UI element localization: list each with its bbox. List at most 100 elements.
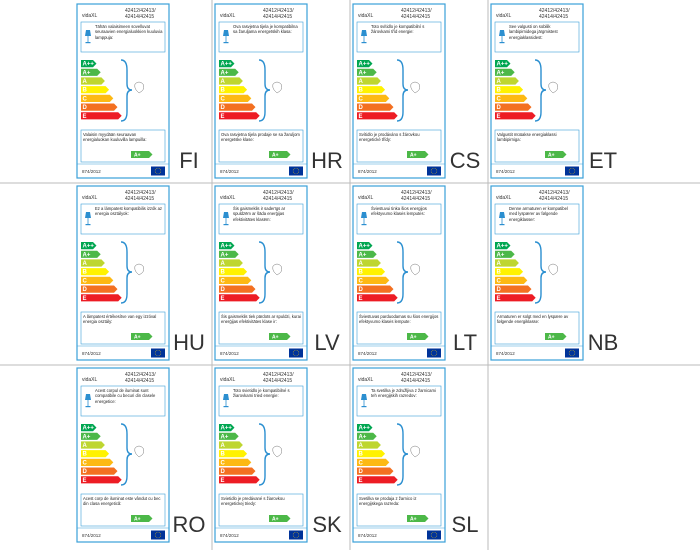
bottom-box [80,129,166,163]
eu-star [298,354,299,355]
class-letter: A++ [221,244,233,250]
eu-star [433,355,435,357]
eu-star [294,355,295,356]
class-arrow [357,60,373,68]
class-arrow [219,294,260,302]
class-letter: C [497,96,502,102]
top-text: Toto svietidlo je kompatibilné s žiarovk… [233,388,290,399]
class-letter: A++ [497,244,509,250]
eu-star [160,536,161,537]
class-arrow [495,259,519,267]
class-letter: D [359,469,364,475]
bottom-text: A lámpatest értékesítve van egy izzóval … [83,314,157,325]
eu-star [298,534,300,536]
eu-flag [427,166,441,176]
eu-star [570,168,571,169]
eu-star [433,349,435,351]
class-letter: A [83,79,88,85]
eu-star [573,350,574,351]
class-arrow [357,432,377,440]
bottom-text-box: Valaisin myydään seuraavan energialuokan… [83,132,147,142]
eu-star [157,355,159,357]
eu-star [432,168,433,169]
class-arrow [357,450,386,458]
top-text: Šviestuvui tinka šios energijos efektyvu… [371,206,427,217]
bottom-text: Ova rasvjetna tijela prodaje se sa žarul… [221,132,300,143]
class-letter: A++ [359,244,371,250]
language-code: HR [311,148,343,173]
eu-star [155,172,156,173]
class-letter: B [221,88,226,94]
eu-star [431,172,432,173]
eu-star [431,536,432,537]
class-letter: D [83,469,88,475]
class-arrow [81,268,110,276]
selected-arrow [407,151,429,158]
class-arrow [81,112,122,120]
class-arrow [219,259,243,267]
eu-star [156,537,157,538]
bottom-box [218,311,304,345]
class-arrow [219,77,243,85]
class-arrow [81,450,110,458]
class-arrow [495,276,528,284]
class-arrow [219,276,252,284]
top-box [80,385,166,417]
eu-star [432,537,433,538]
eu-star [570,173,571,174]
brace [534,241,547,304]
eu-star [573,168,574,169]
regulation: 874/2012 [358,533,377,538]
eu-star [433,173,435,175]
selected-arrow [407,333,429,340]
class-letter: A+ [359,252,367,258]
top-box [356,385,442,417]
class-letter: C [359,96,364,102]
lamp-icon-stem [87,36,89,42]
class-letter: A+ [83,252,91,258]
eu-star [293,169,294,170]
energy-label: vidaXL 42412/42413/42414/42415 Toto svieti… [214,367,308,543]
language-code: HU [173,330,205,355]
bottom-text: Svetilka se prodaja z žarnico iz energij… [359,496,417,507]
class-letter: C [221,96,226,102]
selected-class: A+ [410,335,417,341]
class-arrow [495,242,511,250]
eu-star [294,532,295,533]
lamp-icon [361,212,367,218]
lamp-icon [499,30,505,36]
energy-label: vidaXL 42412/42413/42414/42415 Šis gaismek… [214,185,308,361]
lamp-icon [223,212,229,218]
class-letter: E [83,478,87,484]
eu-star [160,172,161,173]
brand: vidaXL [82,13,98,19]
label-border [214,3,308,179]
eu-star [436,536,437,537]
lamp-icon-stem [501,36,503,42]
brand: vidaXL [358,377,374,383]
class-arrow [357,242,373,250]
eu-flag [151,166,165,176]
class-letter: A+ [497,252,505,258]
class-arrow [219,450,248,458]
class-letter: E [359,478,363,484]
eu-star [156,168,157,169]
language-code: RO [173,512,206,537]
eu-star [435,350,436,351]
selected-arrow [131,333,153,340]
class-letter: B [497,270,502,276]
brace [258,423,271,486]
eu-star [430,534,432,536]
eu-star [156,173,157,174]
bulb-icon [134,263,144,276]
class-arrow [81,294,122,302]
top-text: Tähän valaisimeen sovelluvat seuraavien … [95,24,163,40]
class-arrow [81,103,118,111]
bottom-text-box: Armaturen er solgt med en lyspære av føl… [497,314,568,324]
bulb-icon [410,445,420,458]
eu-star [569,354,570,355]
class-letter: A+ [359,70,367,76]
selected-arrow [269,333,291,340]
eu-star [157,537,159,539]
class-arrow [81,259,105,267]
